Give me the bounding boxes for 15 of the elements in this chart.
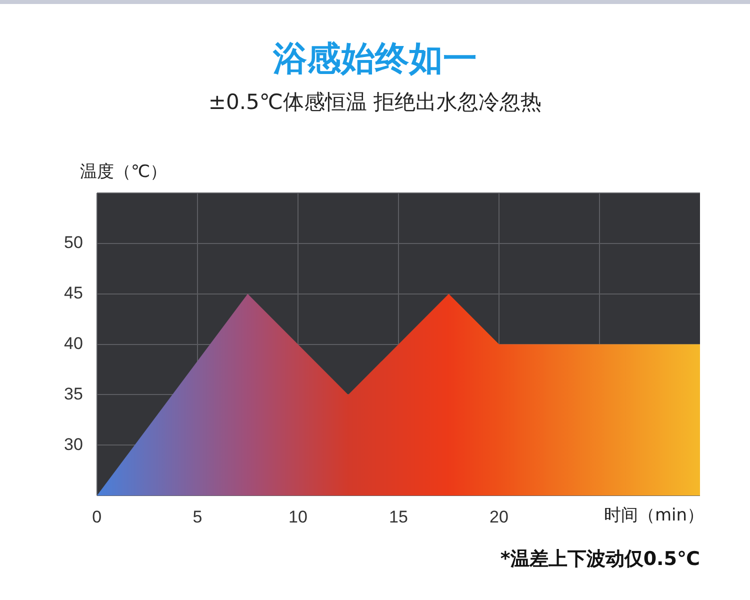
y-tick-label: 40 [64,334,83,353]
x-tick-label: 5 [192,507,202,526]
x-tick-label: 15 [388,507,408,526]
chart-subtitle: ±0.5℃体感恒温 拒绝出水忽冷忽热 [207,89,543,116]
y-tick-label: 45 [64,284,83,303]
text: *温差上下波动仅0.5℃ [500,547,700,572]
x-tick-label: 20 [490,507,508,526]
y-tick-label: 35 [64,384,83,404]
y-axis-title: 温度（℃） [80,162,168,182]
x-tick-label: 10 [288,507,308,526]
y-tick-label: 50 [64,233,83,252]
x-axis-title: 时间（min） [604,506,704,526]
chart-title: 浴感始终如一 [272,38,478,81]
y-tick-label: 30 [64,434,83,454]
x-tick-label: 0 [92,507,102,526]
